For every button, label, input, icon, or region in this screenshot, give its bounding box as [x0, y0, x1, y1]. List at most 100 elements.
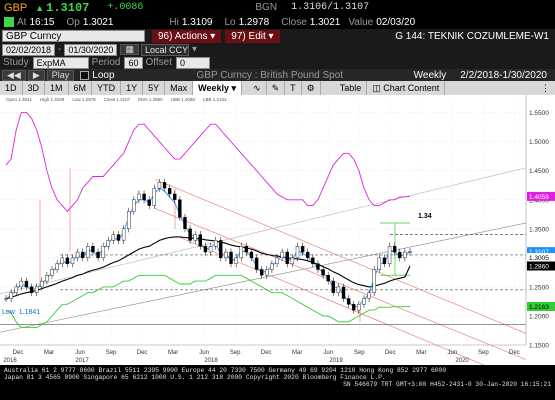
chart-series: [4, 112, 412, 329]
offset-label: Offset: [145, 57, 173, 68]
y-tick-label: 1.2500: [529, 284, 549, 291]
candle-body: [387, 246, 392, 264]
study-select[interactable]: ExpMA: [32, 56, 89, 69]
chart-content-button[interactable]: ◫ Chart Content: [367, 81, 446, 95]
actions-menu[interactable]: 96) Actions ▾: [152, 29, 222, 43]
loop-checkbox[interactable]: [80, 70, 90, 80]
table-label: Table: [339, 83, 362, 93]
candle-body: [341, 286, 346, 299]
line-chart-icon[interactable]: ∿: [248, 81, 267, 95]
candle-body: [311, 257, 315, 264]
candle-body: [147, 199, 151, 206]
last-price: 1.3107: [46, 0, 90, 15]
legend-item: Low 1.2978: [72, 97, 96, 102]
tab-5y[interactable]: 5Y: [143, 81, 166, 95]
candle-body: [229, 251, 233, 264]
mid-price-tag: 1.3005: [529, 255, 549, 262]
candle-body: [45, 275, 49, 282]
edit-menu[interactable]: 97) Edit ▾: [225, 29, 280, 43]
candle-body: [91, 246, 95, 253]
candle-body: [208, 246, 213, 253]
draw-tool-icon[interactable]: ✎: [267, 81, 286, 95]
tab-1y[interactable]: 1Y: [121, 81, 144, 95]
candle-body: [178, 199, 182, 218]
rewind-icon[interactable]: ◀◀: [2, 69, 26, 81]
security-field[interactable]: GBP Curncy: [2, 30, 145, 42]
support-trendline: [0, 222, 527, 333]
series-line-lbb: [5, 274, 411, 329]
trend-channel-mid: [154, 208, 527, 360]
tab-max[interactable]: Max: [165, 81, 194, 95]
ema-price-tag: 1.2860: [529, 263, 549, 270]
last-price-tag: 1.3107: [529, 249, 549, 256]
end-date-input[interactable]: 01/30/2020: [64, 43, 118, 56]
play-button[interactable]: Play: [46, 69, 75, 81]
candle-body: [249, 251, 254, 259]
offset-input[interactable]: 0: [176, 56, 210, 69]
series-line-ema: [5, 236, 411, 300]
candle-body: [198, 234, 203, 247]
chart-svg[interactable]: 1.55001.50001.45001.40001.35001.30001.25…: [0, 95, 555, 384]
high-label: Hi: [169, 16, 179, 28]
x-tick-label: Sep: [478, 350, 489, 356]
table-button[interactable]: Table: [335, 81, 368, 95]
tab-1d[interactable]: 1D: [0, 81, 23, 95]
candle-body: [14, 286, 18, 293]
candle-body: [86, 246, 90, 259]
calendar-icon[interactable]: ▦: [120, 44, 139, 55]
lbb-price-tag-bg: [527, 301, 555, 311]
candle-body: [403, 251, 407, 259]
edit-label: Edit: [248, 30, 266, 42]
y-tick-label: 1.3500: [529, 226, 549, 233]
quote-details: At 16:15 Op 1.3021 Hi 1.3109 Lo 1.2978 C…: [0, 15, 555, 29]
settings-icon[interactable]: ⚙: [302, 81, 321, 95]
fib-annotation: 1.34: [418, 213, 432, 220]
candle-body: [157, 182, 162, 189]
tab-6m[interactable]: 6M: [69, 81, 93, 95]
chevron-down-icon: ▾: [210, 30, 216, 42]
tab-weekly[interactable]: Weekly ▾: [193, 81, 243, 95]
legend-item: Close 1.3107: [103, 97, 131, 102]
candle-body: [377, 257, 382, 270]
candle-body: [50, 269, 54, 276]
edit-num: 97): [231, 30, 246, 42]
tab-3d[interactable]: 3D: [23, 81, 46, 95]
study-label: Study: [3, 57, 29, 68]
currency-select[interactable]: Local CCY: [140, 43, 189, 56]
legend-item: EMA 1.2860: [138, 97, 163, 102]
trend-channel-upper: [154, 179, 527, 334]
chevron-down-icon[interactable]: ▾: [191, 44, 197, 55]
chart-content-icon: ◫: [372, 83, 381, 93]
period-input[interactable]: 60: [124, 56, 143, 69]
play-arrow-icon[interactable]: ▶: [27, 69, 45, 81]
start-date-input[interactable]: 02/02/2018: [2, 43, 56, 56]
y-tick-label: 1.5500: [529, 110, 549, 117]
chart-options-icon[interactable]: ⋮: [541, 83, 550, 93]
price-chart[interactable]: 1.55001.50001.45001.40001.35001.30001.25…: [0, 95, 555, 384]
high-value: 1.3109: [181, 16, 213, 28]
low-value: 1.2978: [238, 16, 270, 28]
last-price-tag-bg: [527, 247, 555, 257]
tab-1m[interactable]: 1M: [45, 81, 69, 95]
candle-body: [367, 292, 371, 299]
play-bar: ◀◀ ▶ Play Loop GBP Curncy : British Poun…: [0, 69, 555, 81]
up-arrow-icon: ▲: [35, 2, 45, 13]
chevron-down-icon: ▾: [231, 83, 237, 93]
candle-body: [316, 263, 320, 270]
text-tool-icon[interactable]: T: [285, 81, 302, 95]
bloomberg-footer: Australia 61 2 9777 8600 Brazil 5511 239…: [0, 365, 555, 400]
candle-body: [19, 280, 24, 288]
x-year-label: 2018: [204, 358, 218, 364]
tab-ytd[interactable]: YTD: [92, 81, 122, 95]
x-tick-label: Jun: [447, 350, 457, 356]
candle-body: [321, 269, 325, 276]
candle-body: [259, 269, 264, 276]
chart-grid: [0, 101, 526, 346]
graph-title: G 144: TEKNIK COZUMLEME-W1: [395, 30, 549, 42]
x-tick-label: Sep: [106, 350, 117, 356]
candle-body: [244, 246, 249, 253]
x-year-label: 2019: [329, 358, 343, 364]
candle-body: [75, 251, 80, 259]
ubb-price-tag: 1.4058: [529, 194, 549, 201]
low-label: Lo: [224, 16, 236, 28]
